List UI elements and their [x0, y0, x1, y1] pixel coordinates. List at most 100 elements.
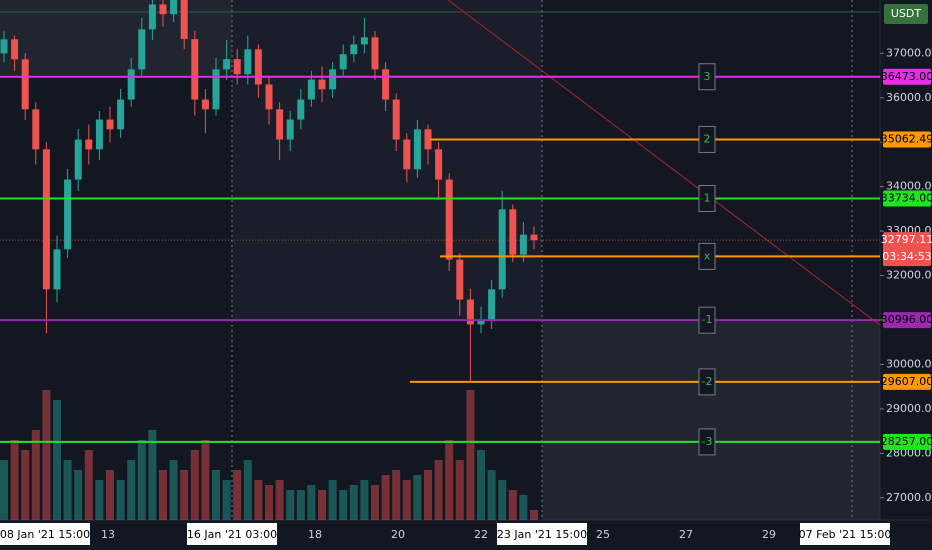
x-tick-label: 27 [679, 528, 693, 541]
overlay-layer: 27000.0028000.0029000.0030000.0031000.00… [0, 46, 932, 545]
candle-body [276, 109, 284, 140]
level-label-box [883, 312, 931, 329]
level-label: 30996.00 [881, 313, 932, 326]
tag-box [698, 428, 716, 456]
volume-bar [424, 470, 432, 520]
volume-bar [402, 480, 411, 520]
volume-bar [498, 480, 507, 520]
x-label-box [497, 523, 587, 545]
candle-body [148, 4, 156, 30]
volume-bar [95, 480, 104, 520]
volume-bar [392, 470, 401, 520]
tag-box [698, 306, 716, 334]
tag-box [698, 184, 716, 212]
volume-bar [508, 490, 517, 520]
candle-body [254, 49, 262, 85]
level-label-box [883, 190, 931, 207]
y-tick-label: 36000.00 [886, 91, 932, 104]
level-label: 28257.00 [881, 435, 932, 448]
candle-body [350, 44, 358, 55]
level-tag: x [704, 249, 711, 262]
volume-bar [31, 430, 40, 520]
trend-line [447, 0, 881, 326]
candle-body [212, 69, 220, 110]
candle-body [392, 99, 400, 140]
candle-body [74, 139, 82, 180]
volume-bar [127, 460, 136, 520]
x-tick-label: 25 [596, 528, 610, 541]
level-label-box [883, 373, 931, 390]
x-tick-label: 07 Feb '21 15:00 [799, 528, 892, 541]
candle-body [519, 234, 527, 255]
volume-bar [0, 460, 8, 520]
volume-bar [296, 490, 305, 520]
x-tick-label: 29 [762, 528, 776, 541]
candle-layer [0, 0, 538, 383]
volume-bar [360, 480, 369, 520]
volume-bar [286, 490, 295, 520]
volume-bar [265, 485, 273, 520]
candle-body [53, 249, 61, 290]
volume-bar [477, 450, 485, 520]
volume-bar [307, 485, 316, 520]
level-tag: 3 [704, 70, 711, 83]
candle-body [435, 149, 443, 180]
y-tick-label: 29000.00 [886, 402, 932, 415]
candle-body [64, 179, 72, 250]
volume-bar [413, 475, 422, 520]
candle-body [233, 59, 241, 75]
volume-bar [519, 495, 528, 520]
volume-bar [233, 470, 242, 520]
x-tick-label: 16 Jan '21 03:00 [187, 528, 277, 541]
x-label-box [187, 523, 277, 545]
volume-bar [434, 460, 443, 520]
volume-bar [275, 480, 284, 520]
y-tick-label: 30000.00 [886, 357, 932, 370]
level-label-box [883, 433, 931, 450]
candle-body [413, 129, 421, 170]
level-label: 29607.00 [881, 375, 932, 388]
volume-bar [371, 485, 379, 520]
candle-body [42, 149, 50, 290]
symbol-box [884, 4, 928, 24]
volume-bar [137, 440, 146, 520]
candle-body [382, 69, 390, 100]
tag-box [698, 63, 716, 91]
candle-body [170, 0, 178, 15]
y-tick-label: 32000.00 [886, 269, 932, 282]
candle-body [159, 4, 167, 15]
symbol-label: USDT [891, 7, 922, 20]
level-tag: -3 [702, 435, 713, 448]
candle-body [191, 39, 199, 100]
candle-body [106, 119, 114, 130]
volume-bar [106, 470, 114, 520]
countdown-label: 03:34:53 [882, 250, 931, 263]
volume-bar [190, 450, 199, 520]
candle-body [509, 209, 517, 255]
x-tick-label: 08 Jan '21 15:00 [0, 528, 90, 541]
volume-layer [0, 390, 538, 520]
volume-bar [455, 460, 464, 520]
candle-body [286, 119, 294, 140]
candle-body [477, 319, 485, 325]
candle-body [32, 109, 40, 150]
level-label: 33734.00 [881, 191, 932, 204]
level-tag: -1 [702, 313, 713, 326]
candle-body [85, 139, 93, 150]
level-tag: 1 [704, 191, 711, 204]
candle-body [180, 0, 188, 40]
x-label-box [800, 523, 890, 545]
volume-bar [53, 400, 61, 520]
candle-body [223, 59, 231, 70]
volume-bar [487, 470, 496, 520]
shaded-zone [542, 320, 880, 520]
candle-body [339, 54, 347, 70]
volume-bar [21, 450, 30, 520]
tag-box [698, 368, 716, 396]
candle-body [498, 209, 506, 290]
candle-body [445, 179, 453, 260]
volume-bar [328, 480, 337, 520]
candle-body [117, 99, 125, 130]
tag-box [698, 125, 716, 153]
candle-body [466, 299, 474, 325]
